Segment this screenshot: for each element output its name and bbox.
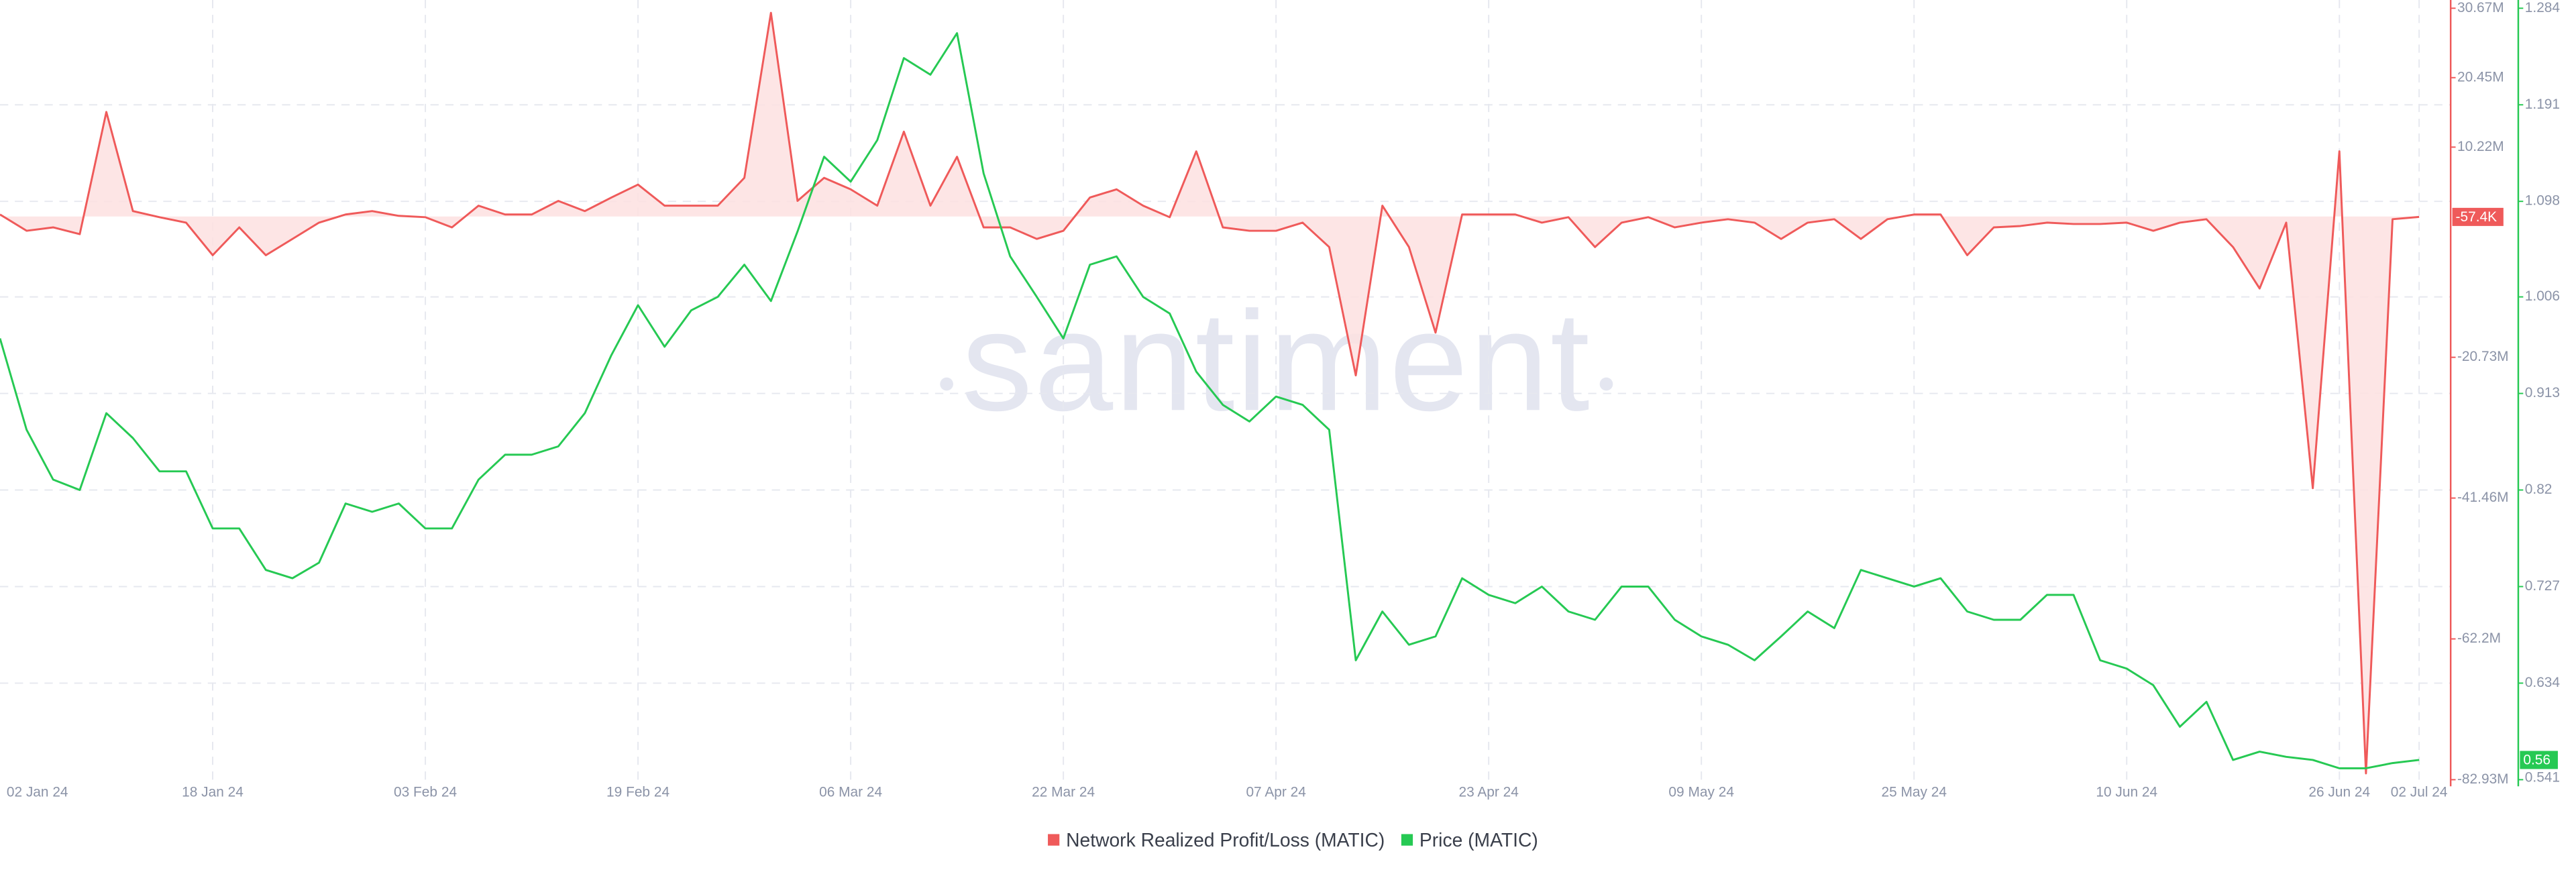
x-tick-label: 02 Jul 24 (2391, 785, 2448, 800)
y2-tick-label: 1.098 (2525, 193, 2560, 209)
y2-tick-label: 0.727 (2525, 578, 2560, 594)
x-tick-label: 18 Jan 24 (182, 785, 244, 800)
y-tick-label: -82.93M (2457, 771, 2509, 787)
legend-label: Price (MATIC) (1419, 829, 1538, 851)
area (0, 13, 2420, 773)
x-tick-label: 19 Feb 24 (606, 785, 669, 800)
y2-tick-label: 1.191 (2525, 97, 2560, 112)
plot (0, 11, 2420, 775)
x-tick-label: 06 Mar 24 (819, 785, 882, 800)
y2-tick-label: 0.82 (2525, 482, 2553, 497)
y-tick-label: 20.45M (2457, 69, 2504, 85)
watermark-dot (940, 377, 953, 391)
last-value-label: -57.4K (2456, 209, 2498, 225)
y2-tick-label: 0.634 (2525, 675, 2560, 690)
grid (0, 0, 2451, 787)
y-tick-label: 30.67M (2457, 0, 2504, 15)
legend-label: Network Realized Profit/Loss (MATIC) (1066, 829, 1385, 851)
y-tick-label: 10.22M (2457, 139, 2504, 154)
last-value-label: 0.56 (2523, 753, 2551, 768)
x-tick-label: 26 Jun 24 (2308, 785, 2370, 800)
line (0, 11, 2420, 775)
legend: Network Realized Profit/Loss (MATIC) Pric… (1048, 829, 1538, 851)
x-tick-label: 22 Mar 24 (1032, 785, 1095, 800)
x-tick-label: 09 May 24 (1668, 785, 1734, 800)
last-value-badge (2452, 207, 2504, 226)
x-tick-label: 10 Jun 24 (2096, 785, 2157, 800)
legend-item: Network Realized Profit/Loss (MATIC) (1048, 829, 1385, 851)
y2-tick-label: 1.006 (2525, 288, 2560, 304)
legend-swatch (1401, 834, 1413, 846)
y2-tick-label: 0.913 (2525, 385, 2560, 400)
watermark-dot (1599, 377, 1613, 391)
axes: 02 Jan 24 18 Jan 24 03 Feb 24 19 Feb 24 06 M… (7, 0, 2560, 800)
y-tick-label: -20.73M (2457, 349, 2509, 364)
x-tick-label: 07 Apr 24 (1246, 785, 1305, 800)
y2-tick-label: 0.541 (2525, 769, 2560, 785)
x-tick-label: 25 May 24 (1881, 785, 1947, 800)
y-tick-label: -41.46M (2457, 490, 2509, 505)
x-tick-label: 23 Apr 24 (1458, 785, 1518, 800)
legend-swatch (1048, 834, 1060, 846)
x-tick-label: 03 Feb 24 (394, 785, 457, 800)
legend-item: Price (MATIC) (1401, 829, 1538, 851)
line (0, 32, 2420, 769)
last-value-badge (2520, 751, 2558, 769)
y2-tick-label: 1.284 (2525, 0, 2560, 15)
x-tick-label: 02 Jan 24 (7, 785, 68, 800)
y-tick-label: -62.2M (2457, 631, 2501, 646)
